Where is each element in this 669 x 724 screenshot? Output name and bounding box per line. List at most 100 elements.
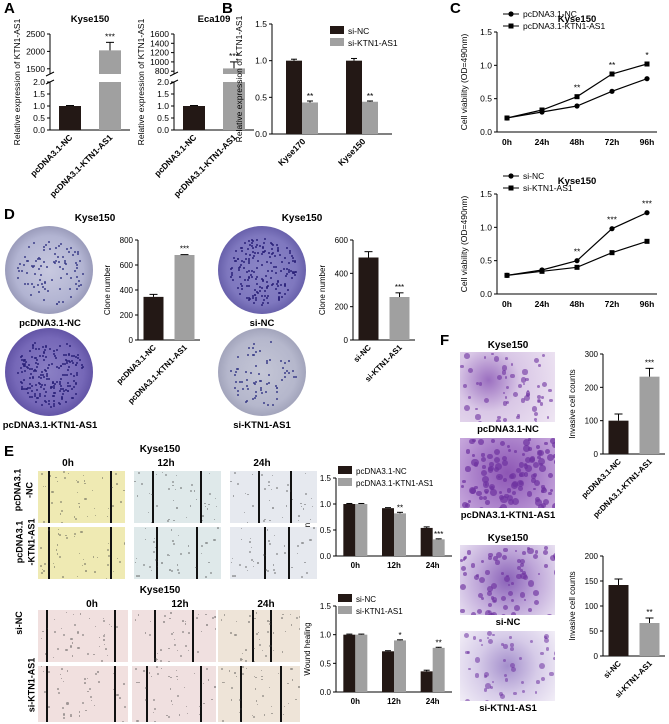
cell-dot — [287, 483, 290, 486]
bar — [358, 257, 379, 340]
cell-dot — [505, 376, 508, 379]
cell-dot — [155, 504, 158, 507]
cell-dot — [43, 690, 46, 694]
cell-dot — [503, 477, 508, 483]
colony-dot — [24, 359, 27, 362]
significance-label: ** — [307, 91, 314, 101]
dish-caption-pcdna-ktn1: pcDNA3.1-KTN1-AS1 — [2, 420, 98, 431]
colony-dot — [78, 285, 81, 288]
cell-dot — [487, 586, 493, 593]
colony-dot — [246, 285, 249, 288]
colony-dot — [29, 387, 32, 390]
colony-dot — [237, 393, 240, 396]
cell-dot — [511, 490, 516, 495]
y-axis-label: Cell viability (OD=490nm) — [459, 196, 469, 293]
cell-dot — [41, 472, 44, 475]
colony-dot — [75, 287, 78, 290]
colony-dot — [64, 260, 67, 263]
colony-dot — [239, 293, 242, 296]
cell-dot — [70, 637, 73, 640]
cell-dot — [485, 570, 490, 575]
cell-dot — [531, 406, 538, 412]
colony-dot — [27, 246, 30, 249]
colony-dot — [231, 274, 233, 277]
y-tick-label: 0.0 — [157, 125, 169, 135]
colony-dot — [251, 238, 254, 241]
cell-dot — [482, 495, 487, 500]
cell-dot — [119, 501, 122, 504]
cell-dot — [147, 512, 149, 514]
cell-dot — [460, 484, 464, 488]
cell-dot — [187, 632, 190, 635]
colony-dot — [26, 386, 29, 389]
cell-dot — [78, 506, 81, 508]
y-tick-label: 1.5 — [255, 19, 267, 29]
legend-label: pcDNA3.1-NC — [523, 9, 577, 19]
y-axis-label: Relative expression of KTN1-AS1 — [12, 18, 22, 145]
cell-dot — [519, 592, 526, 599]
bar — [99, 82, 121, 130]
cell-dot — [51, 490, 54, 493]
cell-dot — [305, 572, 308, 575]
colony-dot — [36, 388, 39, 391]
cell-dot — [189, 505, 192, 508]
cell-dot — [471, 458, 479, 467]
colony-dot — [72, 375, 75, 378]
time-12h-top: 12h — [157, 458, 175, 469]
colony-dot — [271, 243, 274, 246]
cell-dot — [548, 388, 552, 392]
cell-dot — [94, 704, 96, 706]
colony-dot — [20, 386, 23, 389]
cell-dot — [42, 485, 44, 487]
colony-dot — [57, 260, 60, 263]
cell-dot — [193, 490, 196, 492]
cell-dot — [500, 495, 508, 504]
colony-dot — [290, 270, 293, 273]
colony-dot — [259, 285, 262, 288]
cell-dot — [168, 554, 170, 556]
cell-dot — [216, 527, 219, 530]
bar — [183, 106, 205, 130]
cell-dot — [234, 575, 236, 577]
cell-dot — [268, 484, 271, 487]
cell-dot — [501, 643, 504, 647]
panel-label-f: F — [440, 332, 450, 349]
colony-dot — [51, 278, 54, 281]
cell-dot — [253, 661, 255, 662]
colony-dot — [266, 301, 269, 304]
cell-dot — [498, 507, 503, 508]
cell-dot — [484, 356, 487, 359]
bar — [174, 255, 195, 340]
colony-dot — [280, 359, 283, 362]
cell-dot — [83, 480, 86, 482]
panel-d-title-left: Kyse150 — [74, 213, 116, 224]
colony-dot — [29, 372, 32, 375]
colony-dot — [52, 382, 55, 385]
cell-dot — [493, 599, 496, 603]
colony-dot — [234, 250, 237, 253]
bar — [394, 640, 406, 692]
colony-dot — [275, 287, 278, 290]
dish-caption-si-nc: si-NC — [249, 318, 275, 329]
colony-dot — [66, 343, 69, 346]
panel-f-title-bottom: Kyse150 — [487, 533, 529, 544]
y-tick-label: 150 — [585, 577, 599, 586]
cell-dot — [248, 621, 250, 623]
cell-dot — [253, 647, 256, 650]
cell-dot — [56, 544, 59, 546]
wound-photo-si-nc-0h — [38, 610, 128, 662]
colony-dot — [275, 266, 278, 269]
cell-dot — [483, 397, 490, 403]
cell-dot — [460, 584, 467, 591]
cell-dot — [195, 566, 198, 569]
cell-dot — [252, 716, 255, 719]
colony-dot — [76, 264, 79, 267]
cell-dot — [221, 667, 224, 670]
legend-label: pcDNA3.1-KTN1-AS1 — [356, 479, 434, 488]
colony-dot — [81, 367, 84, 370]
cell-dot — [272, 564, 275, 566]
cell-dot — [184, 645, 187, 648]
colony-dot — [288, 268, 291, 271]
cell-dot — [502, 659, 506, 663]
colony-dot — [253, 289, 256, 292]
